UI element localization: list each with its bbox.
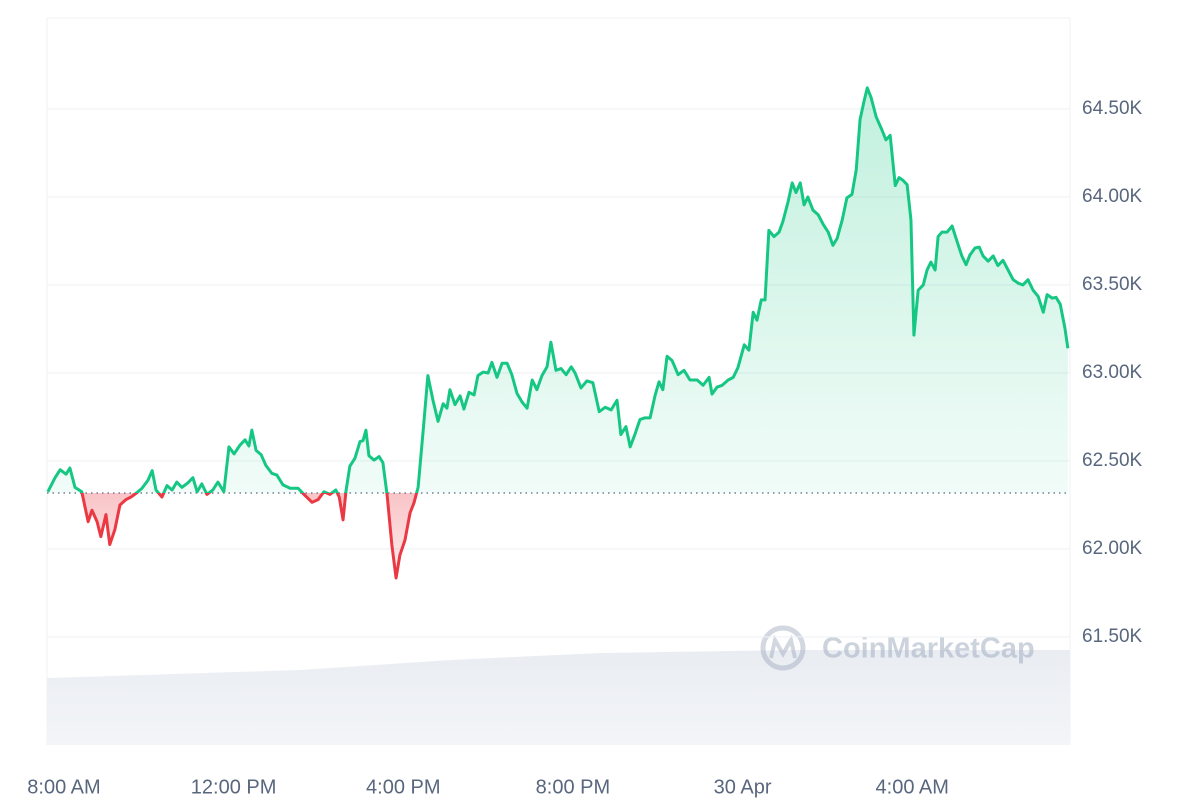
x-tick-label: 8:00 PM (536, 776, 610, 798)
y-tick-label: 63.00K (1082, 362, 1143, 383)
y-tick-label: 62.00K (1082, 538, 1143, 559)
watermark-logo (760, 625, 806, 671)
x-tick-label: 4:00 AM (876, 776, 949, 798)
y-tick-label: 63.50K (1082, 274, 1143, 295)
price-line (46, 86, 1070, 580)
y-tick-label: 61.50K (1082, 626, 1143, 647)
volume-area (47, 650, 1070, 745)
x-tick-label: 4:00 PM (366, 776, 440, 798)
x-tick-label: 12:00 PM (191, 776, 277, 798)
y-tick-label: 64.00K (1082, 186, 1143, 207)
x-tick-label: 30 Apr (714, 776, 772, 798)
y-tick-label: 62.50K (1082, 450, 1143, 471)
y-tick-label: 64.50K (1082, 98, 1143, 119)
x-tick-label: 8:00 AM (27, 776, 100, 798)
watermark: CoinMarketCap (822, 633, 1035, 665)
